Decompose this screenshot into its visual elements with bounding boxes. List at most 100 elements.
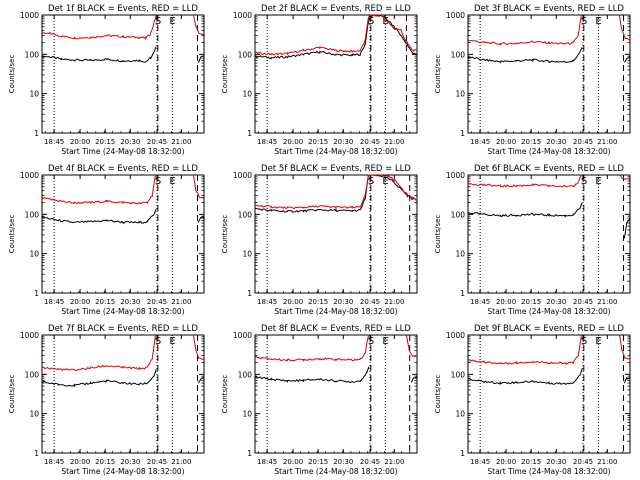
series-lld-line	[467, 175, 582, 188]
series-events-line	[41, 369, 157, 388]
x-tick-label: 18:45	[44, 298, 64, 306]
panel-title: Det 1f BLACK = Events, RED = LLD	[48, 4, 198, 14]
x-tick-label: 20:45	[147, 458, 167, 466]
x-tick-label: 20:30	[546, 138, 566, 146]
x-tick-label: 20:30	[120, 458, 140, 466]
x-axis-label: Start Time (24-May-08 18:32:00)	[487, 147, 610, 156]
event-marker-label: S	[581, 336, 587, 347]
plot-frame	[41, 334, 205, 454]
series-lld-line	[467, 14, 582, 46]
x-tick-label: 20:00	[496, 138, 516, 146]
x-tick-label: 21:00	[384, 458, 404, 466]
x-tick-label: 18:45	[470, 298, 490, 306]
y-tick-label: 10	[455, 90, 465, 99]
x-tick-label: 18:45	[44, 138, 64, 146]
y-axis-label: Counts/sec	[434, 215, 442, 254]
y-tick-label: 1000	[446, 331, 465, 340]
y-tick-label: 10	[29, 250, 39, 259]
x-tick-label: 20:00	[70, 458, 90, 466]
series-lld-line	[193, 14, 205, 36]
series-events-line	[197, 216, 205, 223]
panel-8: Det 8f BLACK = Events, RED = LLD Counts/s…	[221, 324, 418, 476]
x-tick-label: 20:15	[521, 298, 541, 306]
event-marker-label: S	[368, 176, 374, 187]
y-axis-label: Counts/sec	[434, 375, 442, 414]
event-marker-label: S	[368, 16, 374, 27]
plot-frame	[467, 14, 631, 134]
panel-title: Det 8f BLACK = Events, RED = LLD	[261, 324, 411, 334]
panel-title: Det 4f BLACK = Events, RED = LLD	[48, 164, 198, 174]
y-tick-label: 10	[455, 410, 465, 419]
series-events-line	[623, 56, 631, 63]
x-tick-label: 21:00	[384, 298, 404, 306]
series-lld-line	[619, 174, 631, 181]
y-tick-label: 1000	[233, 331, 252, 340]
panel-5: Det 5f BLACK = Events, RED = LLD Counts/s…	[221, 164, 418, 316]
x-axis-label: Start Time (24-May-08 18:32:00)	[274, 307, 397, 316]
x-tick-label: 20:30	[546, 458, 566, 466]
event-marker-label: S	[155, 16, 161, 27]
plot-frame	[41, 14, 205, 134]
series-events-line	[410, 376, 418, 383]
x-tick-label: 20:00	[283, 458, 303, 466]
event-marker-label: E	[595, 176, 601, 187]
panel-title: Det 7f BLACK = Events, RED = LLD	[48, 324, 198, 334]
x-tick-label: 20:45	[147, 298, 167, 306]
x-tick-label: 20:15	[308, 138, 328, 146]
series-events-line	[467, 368, 583, 385]
panel-3: Det 3f BLACK = Events, RED = LLD Counts/s…	[434, 4, 631, 156]
y-tick-label: 1000	[20, 331, 39, 340]
series-lld-line	[254, 335, 369, 362]
y-tick-label: 1000	[446, 171, 465, 180]
event-marker-label: S	[581, 176, 587, 187]
series-lld-line	[193, 174, 205, 200]
series-events-line	[197, 55, 204, 64]
x-tick-label: 20:45	[573, 298, 593, 306]
event-marker-label: E	[169, 16, 175, 27]
y-tick-label: 10	[29, 90, 39, 99]
y-tick-label: 1	[460, 449, 465, 458]
series-events-line	[41, 46, 157, 63]
series-events-line	[255, 366, 370, 384]
y-tick-label: 10	[455, 250, 465, 259]
event-marker-label: E	[382, 176, 388, 187]
x-tick-label: 18:45	[470, 138, 490, 146]
series-events-line	[623, 217, 631, 239]
panel-4: Det 4f BLACK = Events, RED = LLD Counts/s…	[8, 164, 205, 316]
x-tick-label: 20:15	[521, 138, 541, 146]
x-tick-label: 20:15	[308, 298, 328, 306]
y-tick-label: 100	[25, 50, 40, 59]
x-axis-label: Start Time (24-May-08 18:32:00)	[61, 147, 184, 156]
event-marker-label: S	[155, 176, 161, 187]
y-tick-label: 1	[247, 449, 252, 458]
x-tick-label: 20:00	[283, 298, 303, 306]
y-tick-label: 1000	[446, 11, 465, 20]
x-tick-label: 20:30	[333, 138, 353, 146]
series-lld-line	[467, 334, 582, 365]
x-tick-label: 20:15	[95, 138, 115, 146]
x-tick-label: 20:45	[573, 138, 593, 146]
event-marker-label: S	[581, 16, 587, 27]
y-axis-label: Counts/sec	[8, 375, 16, 414]
panel-title: Det 3f BLACK = Events, RED = LLD	[474, 4, 624, 14]
panel-title: Det 6f BLACK = Events, RED = LLD	[474, 164, 624, 174]
x-tick-label: 21:00	[597, 458, 617, 466]
y-tick-label: 100	[238, 370, 253, 379]
y-tick-label: 1	[34, 449, 39, 458]
y-tick-label: 1000	[20, 11, 39, 20]
y-tick-label: 1	[460, 129, 465, 138]
x-axis-label: Start Time (24-May-08 18:32:00)	[487, 307, 610, 316]
panel-title: Det 5f BLACK = Events, RED = LLD	[261, 164, 411, 174]
x-tick-label: 20:00	[70, 138, 90, 146]
series-lld-line	[193, 334, 205, 361]
series-events-line	[254, 174, 418, 213]
series-lld-line	[406, 335, 418, 358]
panel-1: Det 1f BLACK = Events, RED = LLD Counts/s…	[8, 4, 205, 156]
y-tick-label: 10	[242, 410, 252, 419]
plot-frame	[41, 174, 205, 294]
y-tick-label: 100	[451, 210, 466, 219]
x-tick-label: 18:45	[470, 458, 490, 466]
y-axis-label: Counts/sec	[221, 375, 229, 414]
x-tick-label: 21:00	[171, 298, 191, 306]
